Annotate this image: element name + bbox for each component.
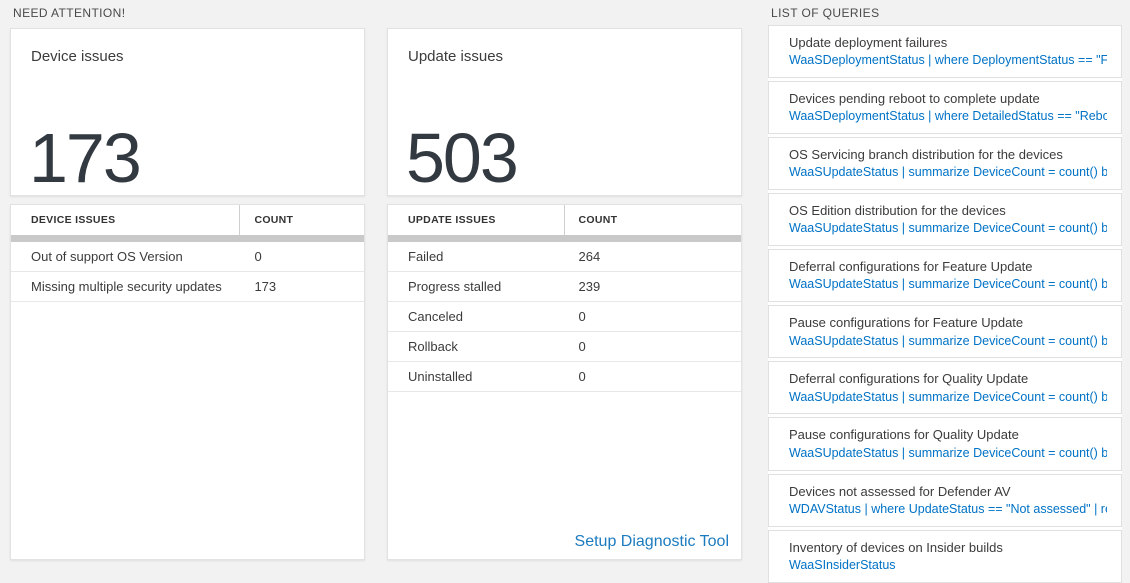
update-issue-count: 239 xyxy=(578,279,601,294)
update-issues-table-card: UPDATE ISSUES COUNT Failed 264 Progress … xyxy=(387,204,742,560)
update-issues-table-header: UPDATE ISSUES COUNT xyxy=(388,205,741,235)
query-title: Devices not assessed for Defender AV xyxy=(789,483,1011,499)
update-issue-label: Progress stalled xyxy=(408,279,502,294)
update-issue-label: Failed xyxy=(408,249,444,264)
query-title: Deferral configurations for Quality Upda… xyxy=(789,371,1029,387)
list-of-queries-header: LIST OF QUERIES xyxy=(771,6,880,20)
table-row[interactable]: Uninstalled 0 xyxy=(388,362,741,392)
table-row[interactable]: Failed 264 xyxy=(388,242,741,272)
query-title: Pause configurations for Quality Update xyxy=(789,427,1019,443)
query-text: WaaSInsiderStatus xyxy=(789,557,896,572)
update-issue-label: Canceled xyxy=(408,309,463,324)
update-count-column-header: COUNT xyxy=(578,214,618,226)
device-issue-label: Out of support OS Version xyxy=(31,249,183,264)
query-title: OS Servicing branch distribution for the… xyxy=(789,147,1063,163)
query-item[interactable]: OS Edition distribution for the devices … xyxy=(768,193,1122,247)
query-title: Deferral configurations for Feature Upda… xyxy=(789,259,1033,275)
device-issue-count: 173 xyxy=(254,279,277,294)
update-table-divider-bar xyxy=(388,235,741,242)
query-title: OS Edition distribution for the devices xyxy=(789,203,1006,219)
query-text: WaaSDeploymentStatus | where DetailedSta… xyxy=(789,109,1107,124)
table-row[interactable]: Missing multiple security updates 173 xyxy=(11,272,364,302)
update-issues-column-header: UPDATE ISSUES xyxy=(388,205,565,235)
query-text: WaaSUpdateStatus | summarize DeviceCount… xyxy=(789,277,1107,292)
query-text: WDAVStatus | where UpdateStatus == "Not … xyxy=(789,501,1107,516)
device-issues-count: 173 xyxy=(29,119,142,197)
update-issues-count: 503 xyxy=(406,119,519,197)
query-text: WaaSDeploymentStatus | where DeploymentS… xyxy=(789,53,1107,68)
table-row[interactable]: Out of support OS Version 0 xyxy=(11,242,364,272)
device-issue-label: Missing multiple security updates xyxy=(31,279,222,294)
update-issue-count: 0 xyxy=(578,369,586,384)
query-item[interactable]: Devices pending reboot to complete updat… xyxy=(768,81,1122,135)
device-table-divider-bar xyxy=(11,235,364,242)
device-issues-table-header: DEVICE ISSUES COUNT xyxy=(11,205,364,235)
device-issues-table-card: DEVICE ISSUES COUNT Out of support OS Ve… xyxy=(10,204,365,560)
query-list-panel: Update deployment failures WaaSDeploymen… xyxy=(768,25,1122,583)
query-title: Update deployment failures xyxy=(789,35,948,50)
update-issue-count: 0 xyxy=(578,339,586,354)
query-text: WaaSUpdateStatus | summarize DeviceCount… xyxy=(789,333,1107,348)
query-item[interactable]: Deferral configurations for Feature Upda… xyxy=(768,249,1122,303)
query-item[interactable]: Pause configurations for Feature Update … xyxy=(768,305,1122,359)
table-row[interactable]: Canceled 0 xyxy=(388,302,741,332)
query-title: Inventory of devices on Insider builds xyxy=(789,539,1003,555)
query-item[interactable]: Devices not assessed for Defender AV WDA… xyxy=(768,473,1122,527)
device-issues-column-header: DEVICE ISSUES xyxy=(11,205,241,235)
table-row[interactable]: Rollback 0 xyxy=(388,332,741,362)
update-issues-tile-title: Update issues xyxy=(408,48,504,65)
device-issue-count: 0 xyxy=(254,249,262,264)
device-issues-tile-title: Device issues xyxy=(31,48,124,65)
query-item[interactable]: Inventory of devices on Insider builds W… xyxy=(768,529,1122,583)
query-text: WaaSUpdateStatus | summarize DeviceCount… xyxy=(789,445,1107,460)
query-item[interactable]: Update deployment failures WaaSDeploymen… xyxy=(768,25,1122,79)
update-issues-tile[interactable]: Update issues 503 xyxy=(387,28,742,196)
setup-diagnostic-tool-link[interactable]: Setup Diagnostic Tool xyxy=(574,533,729,550)
device-count-column-header: COUNT xyxy=(254,214,294,226)
update-issue-label: Uninstalled xyxy=(408,369,473,384)
update-issue-label: Rollback xyxy=(408,339,458,354)
update-issue-count: 264 xyxy=(578,249,601,264)
query-title: Devices pending reboot to complete updat… xyxy=(789,91,1040,107)
device-issues-tile[interactable]: Device issues 173 xyxy=(10,28,365,196)
need-attention-header: NEED ATTENTION! xyxy=(13,6,126,20)
table-row[interactable]: Progress stalled 239 xyxy=(388,272,741,302)
update-issue-count: 0 xyxy=(578,309,586,324)
query-text: WaaSUpdateStatus | summarize DeviceCount… xyxy=(789,165,1107,180)
query-item[interactable]: Pause configurations for Quality Update … xyxy=(768,417,1122,471)
query-item[interactable]: Deferral configurations for Quality Upda… xyxy=(768,361,1122,415)
query-item[interactable]: OS Servicing branch distribution for the… xyxy=(768,137,1122,191)
query-text: WaaSUpdateStatus | summarize DeviceCount… xyxy=(789,389,1107,404)
query-text: WaaSUpdateStatus | summarize DeviceCount… xyxy=(789,221,1107,236)
query-title: Pause configurations for Feature Update xyxy=(789,315,1024,331)
